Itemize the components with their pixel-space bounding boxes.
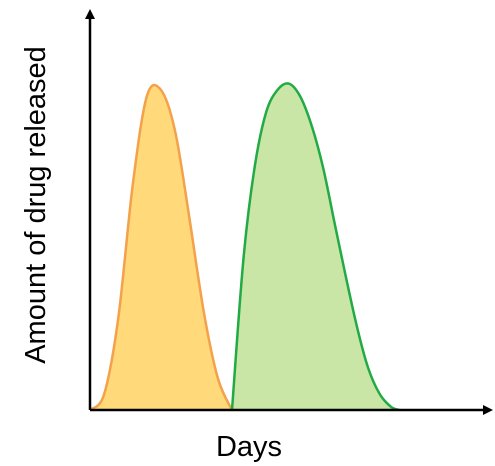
series-2-line <box>230 82 400 412</box>
series-1-area <box>90 84 232 411</box>
series-1-line <box>89 83 234 411</box>
series-2-area <box>232 83 400 410</box>
x-axis-label: Days <box>216 431 282 463</box>
series-layer <box>89 82 400 412</box>
y-axis-label: Amount of drug released <box>20 46 52 364</box>
